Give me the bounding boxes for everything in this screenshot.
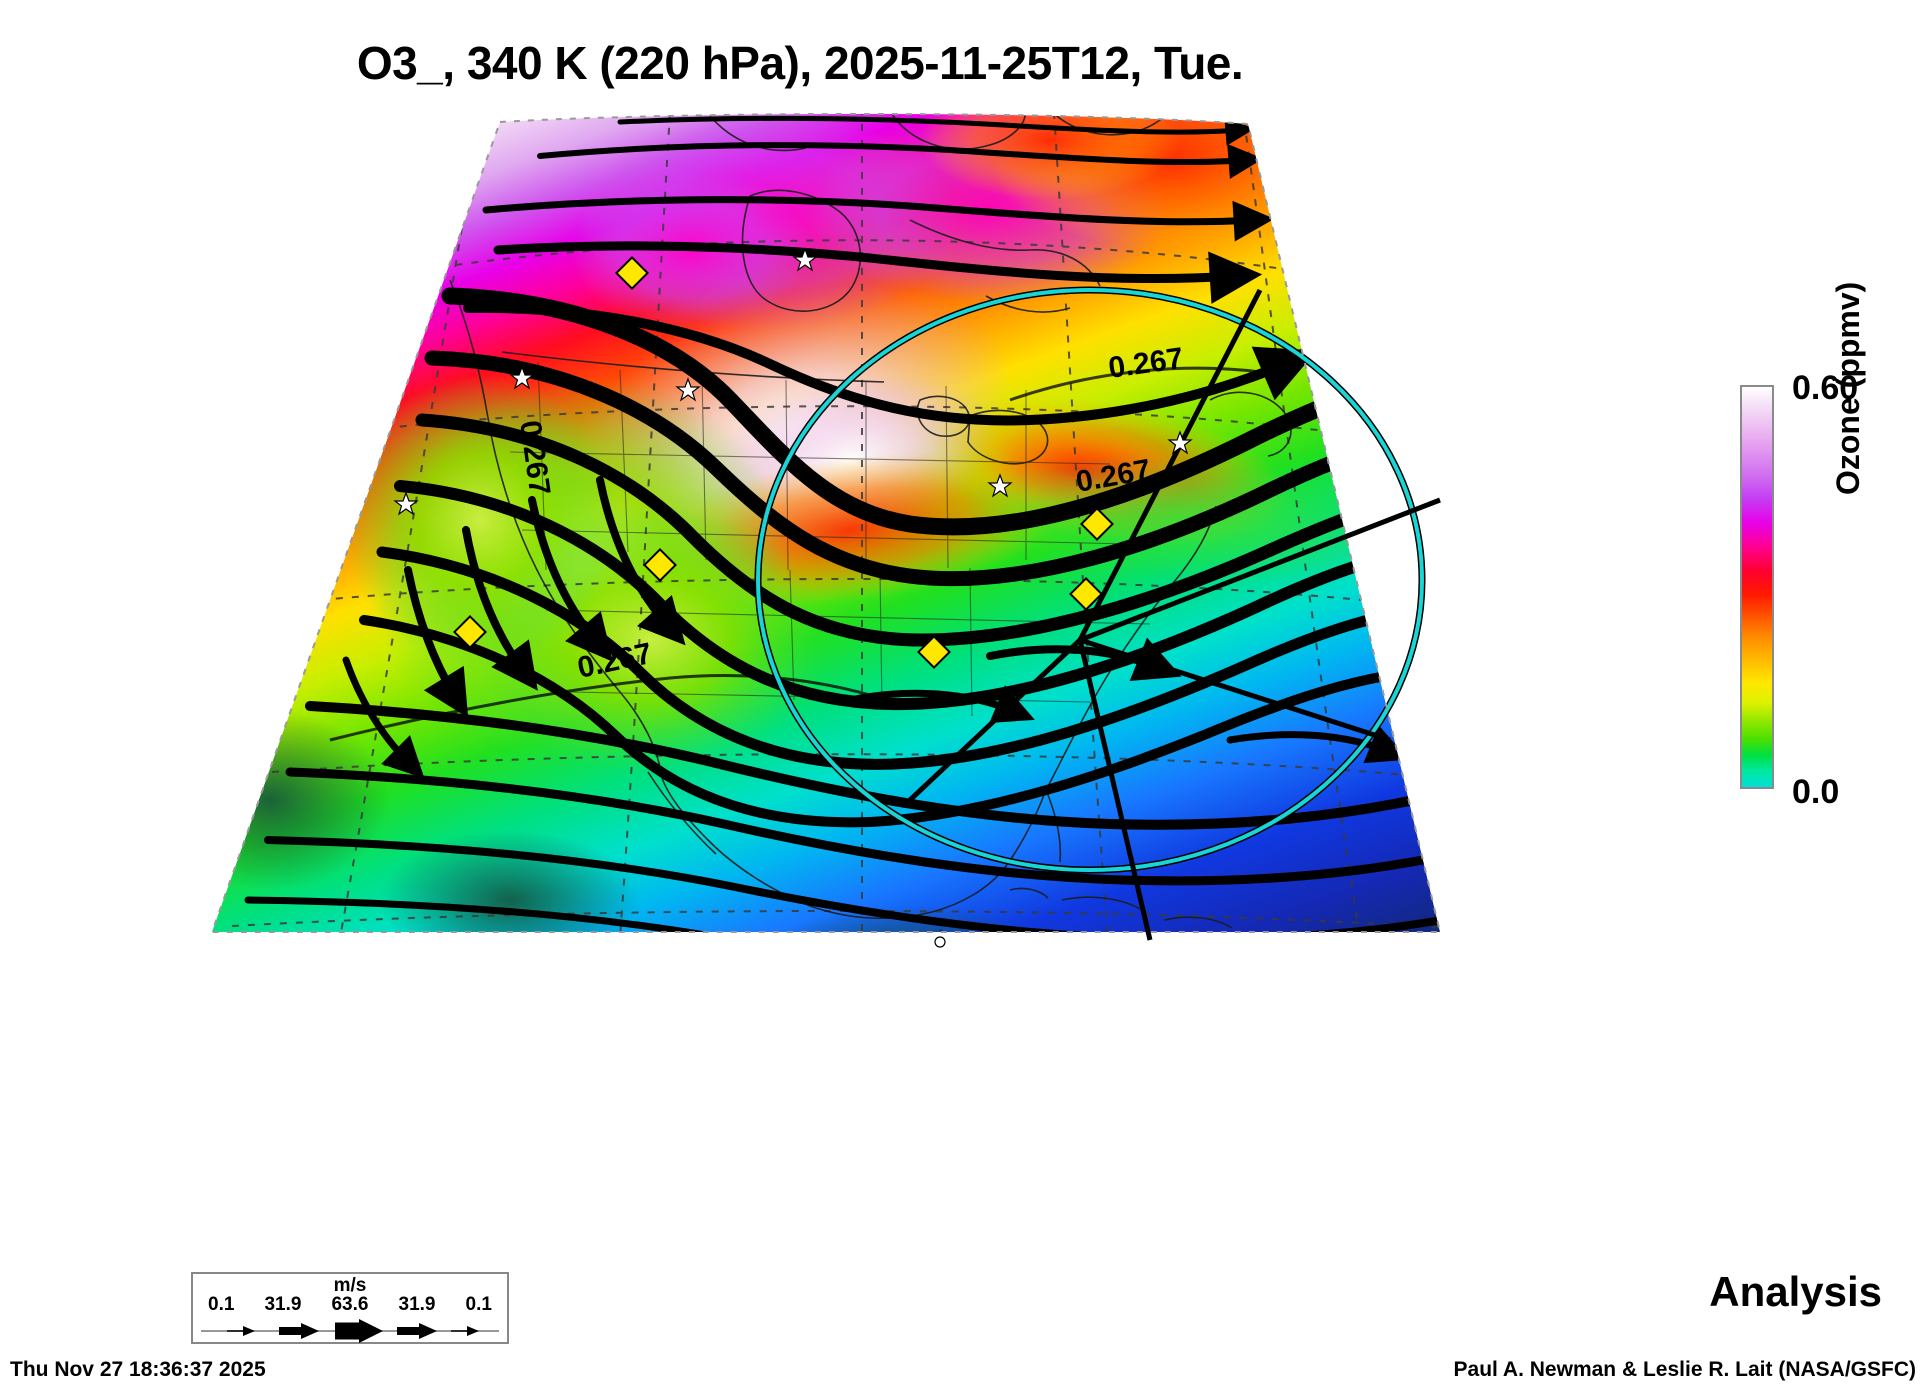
station-marker-diamond[interactable] — [1069, 577, 1103, 611]
star-icon — [934, 936, 946, 948]
map-panel[interactable]: 0.267 0.267 0.267 0.267 — [150, 100, 1580, 1030]
colorbar-max-label: 0.60 — [1792, 369, 1859, 407]
wind-legend-values: 0.1 31.9 63.6 31.9 0.1 — [193, 1294, 507, 1316]
star-icon — [675, 377, 701, 402]
map-boundary — [210, 113, 1442, 933]
station-marker-diamond[interactable] — [1080, 507, 1114, 541]
station-marker-diamond[interactable] — [917, 635, 951, 669]
wind-streamlines — [244, 116, 1440, 932]
wind-legend-unit: m/s — [333, 1275, 367, 1296]
range-ring — [754, 286, 1426, 874]
star-icon — [1167, 430, 1193, 455]
station-marker-diamond[interactable] — [643, 548, 677, 582]
analysis-label: Analysis — [1709, 1268, 1882, 1315]
wind-legend-arrow-scale — [201, 1319, 499, 1343]
generation-timestamp: Thu Nov 27 18:36:37 2025 — [10, 1358, 266, 1381]
station-marker-diamond[interactable] — [615, 256, 649, 290]
author-credit: Paul A. Newman & Leslie R. Lait (NASA/GS… — [1453, 1358, 1916, 1381]
star-icon — [393, 491, 419, 516]
colorbar: 0.60 0.0 Ozone (ppmv) — [1740, 282, 1920, 811]
graticule — [231, 114, 1440, 932]
star-icon — [509, 365, 535, 390]
wind-legend-value: 31.9 — [398, 1294, 436, 1315]
wind-legend-value: 63.6 — [331, 1294, 369, 1315]
flight-track-lines — [908, 288, 1441, 941]
star-markers[interactable] — [393, 247, 1193, 948]
wind-speed-legend: m/s 0.1 31.9 63.6 31.9 0.1 — [191, 1272, 509, 1344]
colorbar-gradient — [1740, 385, 1774, 789]
colorbar-min-label: 0.0 — [1792, 773, 1840, 811]
colorbar-axis-label: Ozone (ppmv) — [1830, 281, 1866, 495]
page-title: O3_, 340 K (220 hPa), 2025-11-25T12, Tue… — [356, 37, 1244, 89]
coastlines-and-borders — [449, 114, 1355, 932]
wind-legend-value: 0.1 — [208, 1294, 235, 1315]
star-icon — [792, 247, 818, 272]
wind-legend-value: 31.9 — [264, 1294, 302, 1315]
wind-legend-value: 0.1 — [465, 1294, 492, 1315]
star-icon — [987, 473, 1013, 498]
station-marker-diamond[interactable] — [453, 615, 487, 649]
station-markers[interactable] — [453, 256, 1114, 669]
